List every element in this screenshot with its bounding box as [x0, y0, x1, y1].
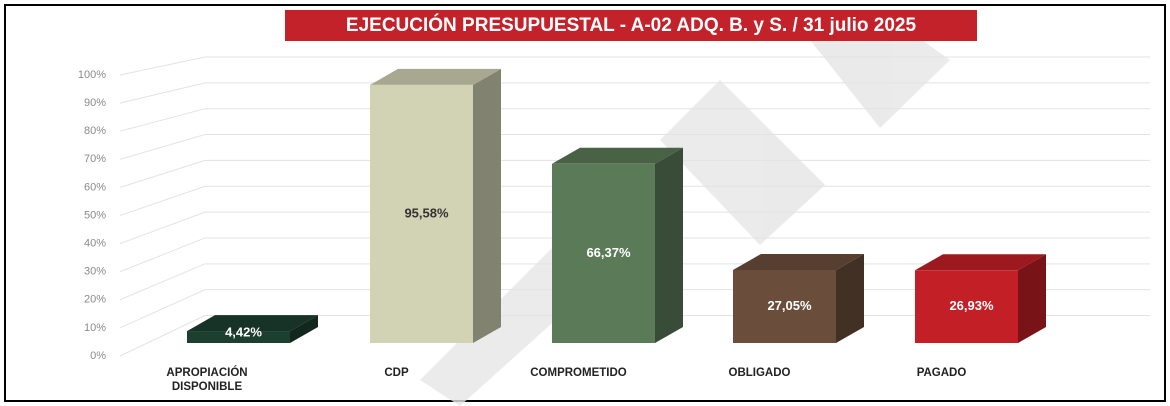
chart-title: EJECUCIÓN PRESUPUESTAL - A-02 ADQ. B. y … — [346, 14, 917, 36]
y-tick-label: 60% — [84, 181, 106, 193]
x-tick-label: COMPROMETIDO — [530, 367, 627, 379]
grid-line — [119, 159, 1150, 188]
grid-line — [119, 185, 1150, 216]
y-tick-label: 30% — [84, 266, 106, 278]
y-tick-label: 50% — [84, 209, 106, 221]
grid-line — [119, 211, 1150, 245]
bar-side — [290, 315, 318, 343]
bar-side — [836, 253, 864, 343]
grid-line — [119, 82, 1150, 104]
x-tick-label: OBLIGADO — [728, 367, 791, 379]
grid-line — [119, 108, 1150, 132]
y-tick-label: 80% — [84, 125, 106, 137]
grid-line — [119, 56, 1150, 76]
title-box — [285, 10, 977, 41]
y-tick-label: 20% — [84, 294, 106, 306]
value-label: 66,37% — [586, 245, 631, 260]
y-tick-label: 10% — [84, 322, 106, 334]
bar-top — [733, 253, 864, 270]
y-tick-label: 40% — [84, 238, 106, 250]
x-tick-label: PAGADO — [916, 367, 967, 379]
x-tick-label: CDP — [384, 367, 409, 379]
bar-side — [1018, 254, 1046, 343]
bar-top — [187, 315, 318, 332]
bar-top — [370, 68, 501, 85]
bar-side — [473, 68, 501, 344]
grid-line — [119, 237, 1150, 273]
bar — [187, 331, 290, 343]
value-label: 95,58% — [404, 205, 449, 220]
value-label: 4,42% — [225, 324, 262, 339]
bar — [552, 163, 655, 343]
bar — [733, 269, 836, 343]
grid-line — [119, 134, 1150, 160]
bar — [915, 270, 1018, 343]
y-tick-label: 0% — [90, 350, 106, 362]
x-tick-label: APROPIACIÓN DISPONIBLE — [166, 367, 248, 393]
bar-top — [552, 147, 683, 164]
value-label: 27,05% — [767, 298, 812, 313]
value-label: 26,93% — [949, 298, 994, 313]
bar — [370, 84, 473, 344]
y-tick-label: 70% — [84, 153, 106, 165]
y-tick-label: 100% — [78, 69, 106, 81]
bar-side — [655, 147, 683, 343]
y-tick-label: 90% — [84, 97, 106, 109]
bar-top — [915, 254, 1046, 271]
